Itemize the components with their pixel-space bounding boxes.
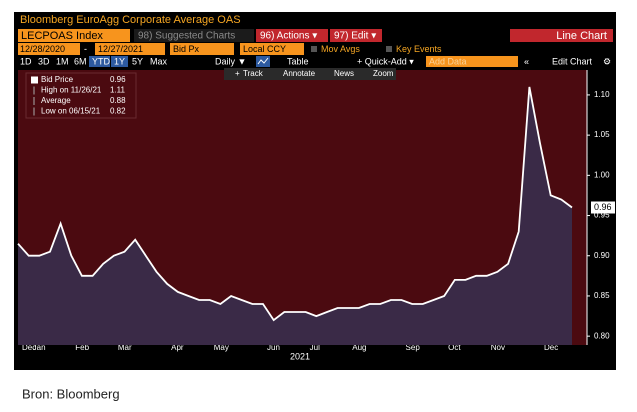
last-price: 0.96 [594, 202, 612, 212]
chart-icon-glyph [257, 57, 269, 65]
header-title: Bloomberg EuroAgg Corporate Average OAS [20, 14, 241, 26]
x-tick-label: Jan [33, 343, 46, 352]
settings-icon[interactable]: ⚙ [603, 56, 611, 66]
x-tick-label: Sep [406, 343, 421, 352]
period-tab[interactable]: 3D [38, 56, 50, 66]
tool-bar [224, 68, 396, 80]
legend-label: High on 11/26/21 [41, 86, 102, 95]
edit[interactable]: 97) Edit ▾ [334, 31, 376, 42]
chart-kind: Line Chart [556, 30, 607, 42]
collapse[interactable]: « [524, 56, 529, 66]
legend-label: Bid Price [41, 75, 74, 84]
x-tick-label: Jul [310, 343, 320, 352]
y-tick-label: 0.90 [594, 251, 610, 260]
period-highlight [111, 56, 128, 67]
x-tick-label: May [214, 343, 229, 352]
key-events[interactable]: Key Events [396, 44, 442, 54]
last-price-tag [591, 201, 615, 214]
end-date-box[interactable] [95, 43, 165, 55]
y-tick-label: 0.80 [594, 331, 610, 340]
x-tick-label: Nov [491, 343, 505, 352]
actions-btn[interactable] [256, 29, 328, 42]
x-tick-label: Aug [352, 343, 366, 352]
actions[interactable]: 96) Actions ▾ [260, 31, 317, 42]
suggested-box[interactable] [134, 29, 254, 42]
track[interactable]: + [235, 69, 240, 78]
y-tick-label: 0.85 [594, 291, 610, 300]
y-tick-label: 0.95 [594, 211, 610, 220]
chart-kind-bar [510, 29, 613, 42]
x-tick-label: Feb [75, 343, 89, 352]
date-sep: - [84, 44, 87, 54]
line [17, 86, 573, 322]
zoom[interactable]: Zoom [373, 69, 394, 78]
legend-value: 0.96 [110, 75, 126, 84]
field[interactable]: Bid Px [173, 44, 200, 54]
table-btn[interactable]: Table [287, 56, 309, 66]
x-tick-label: Dec [544, 343, 558, 352]
annotate[interactable]: Annotate [283, 69, 316, 78]
period-tab[interactable]: 1M [56, 56, 69, 66]
news[interactable]: News [334, 69, 354, 78]
add-data-box[interactable] [426, 56, 518, 67]
period-tab[interactable]: 5Y [132, 56, 143, 66]
y-tick-label: 1.10 [594, 90, 610, 99]
start-date[interactable]: 12/28/2020 [20, 44, 65, 54]
y-tick-label: 1.05 [594, 130, 610, 139]
x-tick-label: Mar [118, 343, 132, 352]
period-tab[interactable]: 6M [74, 56, 87, 66]
x-tick-label: Apr [171, 343, 184, 352]
period-tab[interactable]: Max [150, 56, 168, 66]
x-tick-label: Jun [267, 343, 280, 352]
checkbox[interactable] [386, 46, 392, 52]
x-axis-title: 2021 [290, 351, 310, 361]
legend-value: 0.82 [110, 107, 126, 116]
suggested[interactable]: 98) Suggested Charts [138, 31, 235, 42]
legend-value: 0.88 [110, 96, 126, 105]
y-tick-label: 1.00 [594, 170, 610, 179]
footer: Bron: Bloomberg [22, 386, 120, 401]
edit-btn[interactable] [330, 29, 382, 42]
legend-label: Low on 06/15/21 [41, 107, 101, 116]
currency[interactable]: Local CCY [243, 44, 286, 54]
ticker[interactable]: LECPOAS Index [21, 30, 103, 42]
start-date-box[interactable] [18, 43, 80, 55]
legend-value: 1.11 [110, 86, 126, 95]
x-tick-label: Dec [22, 343, 36, 352]
period-tabs: 1D 3D 1M 6M YTD 1Y 5Y Max [20, 56, 168, 67]
period-highlight [89, 56, 110, 67]
period-tab[interactable]: 1Y [114, 56, 125, 66]
quick-add[interactable]: + Quick-Add ▾ [357, 56, 414, 66]
legend-label: Average [41, 96, 71, 105]
period-tab[interactable]: YTD [92, 56, 111, 66]
checkbox[interactable] [311, 46, 317, 52]
period-tab[interactable]: 1D [20, 56, 32, 66]
track[interactable]: Track [243, 69, 264, 78]
area [18, 86, 572, 346]
legend: Bid Price 0.96 High on 11/26/21 1.11 Average… [31, 75, 126, 116]
ticker-box[interactable] [18, 29, 130, 42]
mov-avgs[interactable]: Mov Avgs [321, 44, 360, 54]
x-tick-label: Oct [448, 343, 461, 352]
field-box[interactable] [170, 43, 234, 55]
edit-chart[interactable]: Edit Chart [552, 56, 593, 66]
legend-box [25, 72, 137, 119]
legend-swatch [31, 76, 38, 84]
currency-box[interactable] [240, 43, 304, 55]
frequency[interactable]: Daily ▼ [215, 56, 246, 66]
end-date[interactable]: 12/27/2021 [98, 44, 143, 54]
add-data[interactable]: Add Data [429, 56, 467, 66]
